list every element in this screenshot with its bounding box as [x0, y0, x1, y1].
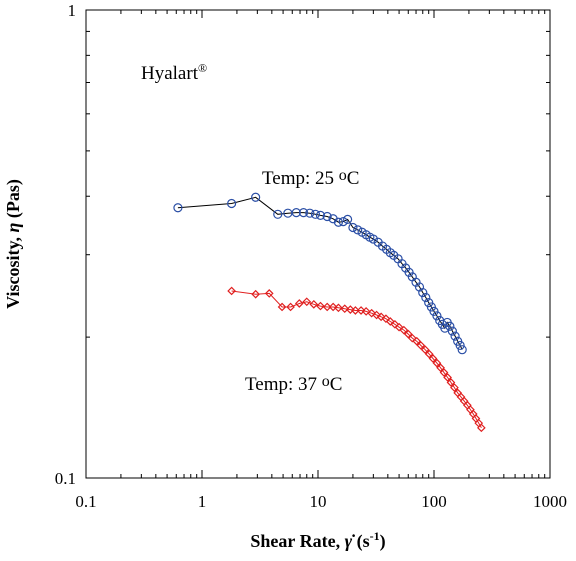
- data-point: [432, 358, 442, 368]
- data-point: [420, 345, 430, 355]
- data-point: [426, 302, 437, 312]
- axis-ticks: [85, 10, 550, 479]
- data-point: [343, 214, 353, 224]
- data-point: [316, 301, 325, 311]
- series-layer: [173, 192, 486, 433]
- data-point: [322, 302, 332, 312]
- data-point: [450, 331, 460, 341]
- data-point: [310, 209, 321, 219]
- x-tick-label: 10: [310, 492, 327, 511]
- data-point: [443, 373, 452, 382]
- data-point: [322, 211, 332, 222]
- data-point: [381, 314, 391, 324]
- x-tick-label: 1: [198, 492, 207, 511]
- series-temp37: [227, 286, 486, 433]
- data-point: [372, 310, 381, 320]
- data-point: [334, 303, 343, 313]
- data-point: [338, 217, 348, 227]
- data-point: [353, 225, 363, 235]
- data-point: [340, 304, 350, 314]
- data-point: [277, 302, 287, 312]
- data-point: [450, 383, 459, 392]
- data-point: [251, 289, 260, 299]
- data-point: [376, 312, 386, 322]
- series-line: [177, 196, 463, 350]
- temp25-annotation: Temp: 25 oC: [262, 167, 359, 189]
- data-point: [361, 307, 371, 316]
- data-point: [294, 299, 304, 308]
- data-point: [291, 208, 301, 218]
- data-point: [421, 292, 431, 303]
- temp37-annotation: Temp: 37 oC: [245, 373, 342, 395]
- data-point: [227, 198, 237, 209]
- series-line: [231, 290, 482, 429]
- data-point: [315, 210, 326, 221]
- data-point: [251, 192, 261, 202]
- data-point: [351, 306, 360, 315]
- data-point: [356, 306, 366, 315]
- data-point: [416, 341, 426, 350]
- x-tick-label: 0.1: [75, 492, 96, 511]
- data-point: [445, 321, 455, 331]
- x-tick-label: 100: [421, 492, 447, 511]
- data-point: [439, 368, 449, 377]
- data-point: [455, 340, 465, 351]
- data-point: [436, 363, 445, 373]
- data-point: [429, 306, 439, 316]
- data-point: [457, 345, 467, 355]
- x-axis-title: Shear Rate, γ̇ (s-1): [250, 529, 385, 552]
- series-temp25: [173, 192, 467, 355]
- data-point: [447, 326, 457, 336]
- data-point: [309, 299, 319, 309]
- data-point: [328, 302, 338, 312]
- data-point: [333, 217, 344, 227]
- data-point: [264, 289, 274, 298]
- data-point: [418, 287, 428, 298]
- y-tick-label: 1: [68, 1, 77, 20]
- x-tick-label: 1000: [533, 492, 567, 511]
- data-point: [368, 234, 378, 244]
- y-axis-title: Viscosity, η (Pas): [3, 179, 24, 309]
- tick-labels: 0.1 1 10 100 1000 0.1 1: [55, 1, 567, 511]
- data-point: [302, 297, 312, 307]
- data-point: [446, 378, 456, 387]
- data-point: [367, 308, 376, 318]
- data-point: [399, 325, 409, 335]
- data-point: [227, 286, 236, 296]
- data-point: [390, 319, 400, 329]
- data-point: [348, 222, 358, 233]
- data-point: [298, 208, 309, 218]
- data-point: [345, 305, 355, 314]
- data-point: [286, 302, 295, 312]
- data-point: [385, 317, 395, 326]
- data-point: [412, 336, 422, 346]
- data-point: [273, 209, 283, 219]
- y-tick-label: 0.1: [55, 469, 76, 488]
- sample-annotation: Hyalart®: [141, 61, 207, 84]
- data-point: [424, 349, 434, 359]
- data-point: [428, 354, 438, 363]
- data-point: [173, 203, 183, 213]
- data-point: [403, 329, 413, 339]
- data-point: [432, 311, 442, 321]
- data-point: [305, 208, 315, 218]
- data-point: [477, 423, 486, 433]
- data-point: [407, 333, 417, 343]
- data-point: [394, 322, 404, 332]
